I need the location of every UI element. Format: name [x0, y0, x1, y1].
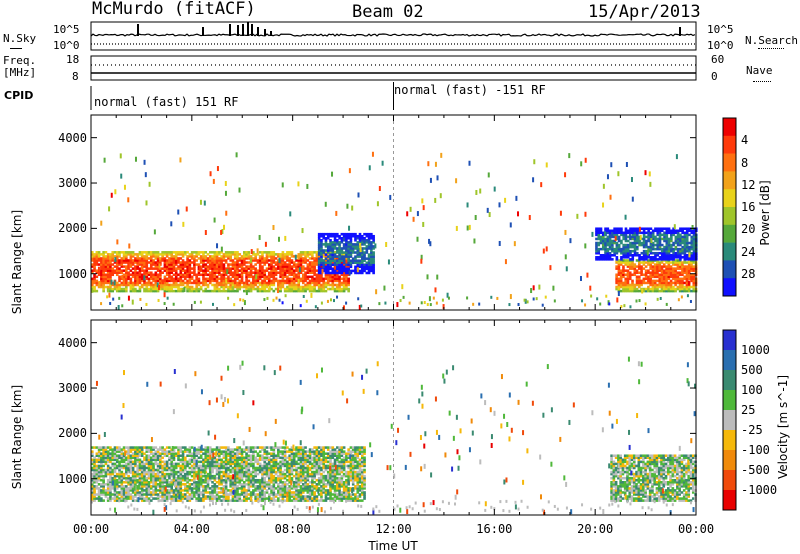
power-colorbar-cell: [723, 118, 736, 137]
cpid-label: CPID: [4, 89, 34, 102]
xtick-label: 20:00: [577, 522, 614, 536]
nsearch-scale-top: 10^5: [707, 23, 734, 36]
velocity-colorbar-tick: 100: [741, 383, 763, 397]
power-echo-region: [317, 232, 375, 275]
nave-scale-top: 60: [711, 53, 725, 66]
velocity-colorbar-tick: 500: [741, 363, 763, 377]
xtick-label: 00:00: [72, 522, 110, 536]
nsky-label: N.Sky: [3, 32, 37, 45]
velocity-colorbar-tick: -1000: [741, 483, 778, 497]
nsearch-legend-line: [758, 48, 784, 49]
power-colorbar-frame: [722, 117, 737, 297]
velocity-ylabel: Slant Range [km]: [10, 384, 24, 490]
cpid-segment-1: normal (fast) 151 RF: [94, 95, 239, 109]
power-colorbar-cell: [723, 171, 736, 190]
velocity-colorbar-tick: -100: [741, 443, 770, 457]
freq-unit: [MHz]: [3, 66, 37, 79]
power-colorbar-cell: [723, 278, 736, 297]
freq-scale-bottom: 8: [72, 70, 79, 83]
freq-scale-top: 18: [66, 53, 80, 66]
velocity-colorbar-tick: -500: [741, 463, 770, 477]
nsky-scale-top: 10^5: [53, 23, 80, 36]
velocity-ytick-label: 4000: [58, 335, 87, 350]
power-colorbar-tick: 20: [741, 222, 756, 237]
nsearch-label: N.Search: [745, 34, 798, 47]
velocity-colorbar-cell: [723, 430, 736, 451]
freq-label: Freq.: [3, 54, 37, 67]
velocity-colorbar-cell: [723, 490, 736, 511]
velocity-colorbar-tick: 1000: [741, 343, 770, 357]
velocity-colorbar-cell: [723, 390, 736, 411]
power-colorbar-cell: [723, 135, 736, 154]
nave-label: Nave: [746, 64, 773, 77]
station-title: McMurdo (fitACF): [92, 0, 256, 19]
nave-scale-bottom: 0: [711, 70, 718, 83]
xaxis-label: Time UT: [368, 539, 418, 553]
xtick-label: 04:00: [173, 522, 210, 536]
power-colorbar-label: Power [dB]: [758, 180, 772, 246]
velocity-sparse-echoes: [91, 356, 697, 516]
velocity-colorbar-cell: [723, 450, 736, 471]
nsky-scale-bottom: 10^0: [53, 39, 80, 52]
velocity-colorbar-tick: -25: [741, 423, 763, 437]
xtick-label: 16:00: [476, 522, 513, 536]
power-echo-region: [91, 251, 350, 293]
velocity-colorbar-cell: [723, 370, 736, 391]
power-colorbar-cell: [723, 224, 736, 243]
power-echo-region: [615, 259, 698, 293]
velocity-ytick-label: 3000: [58, 381, 87, 396]
velocity-ytick-label: 1000: [58, 471, 87, 486]
power-colorbar-cell: [723, 260, 736, 279]
power-colorbar-cell: [723, 242, 736, 261]
power-colorbar-tick: 12: [741, 177, 756, 192]
nsky-line: [90, 33, 696, 37]
power-colorbar-tick: 16: [741, 200, 756, 214]
date-title: 15/Apr/2013: [588, 2, 701, 22]
xtick-label: 12:00: [375, 522, 412, 536]
xtick-label: 00:00: [677, 522, 715, 536]
power-colorbar-tick: 4: [741, 133, 749, 148]
power-colorbar-cell: [723, 207, 736, 226]
xtick-label: 08:00: [274, 522, 311, 536]
nsky-legend-line: [10, 48, 22, 49]
velocity-ytick-label: 2000: [58, 426, 87, 441]
power-colorbar-tick: 8: [741, 155, 749, 170]
power-ytick-label: 4000: [58, 130, 87, 145]
beam-title: Beam 02: [352, 2, 424, 22]
nave-legend-line: [753, 81, 771, 82]
velocity-colorbar-label: Velocity [m s^-1]: [776, 374, 790, 480]
power-colorbar-cell: [723, 189, 736, 208]
velocity-colorbar-cell: [723, 350, 736, 371]
power-sparse-echoes: [91, 151, 694, 311]
nsky-panel-frame: [90, 21, 697, 51]
freq-panel-frame: [90, 55, 697, 81]
power-ytick-label: 3000: [58, 176, 87, 191]
power-colorbar-tick: 24: [741, 244, 756, 259]
velocity-colorbar-cell: [723, 470, 736, 491]
power-ytick-label: 2000: [58, 221, 87, 236]
velocity-colorbar-cell: [723, 410, 736, 431]
nsearch-scale-bottom: 10^0: [707, 39, 734, 52]
velocity-colorbar-cell: [723, 330, 736, 351]
power-ylabel: Slant Range [km]: [10, 209, 24, 315]
power-colorbar-tick: 28: [741, 266, 756, 281]
cpid-segment-2: normal (fast) -151 RF: [394, 83, 546, 97]
velocity-colorbar-tick: 25: [741, 403, 756, 417]
velocity-colorbar-frame: [722, 329, 737, 511]
power-ytick-label: 1000: [58, 266, 87, 281]
power-colorbar-cell: [723, 153, 736, 172]
